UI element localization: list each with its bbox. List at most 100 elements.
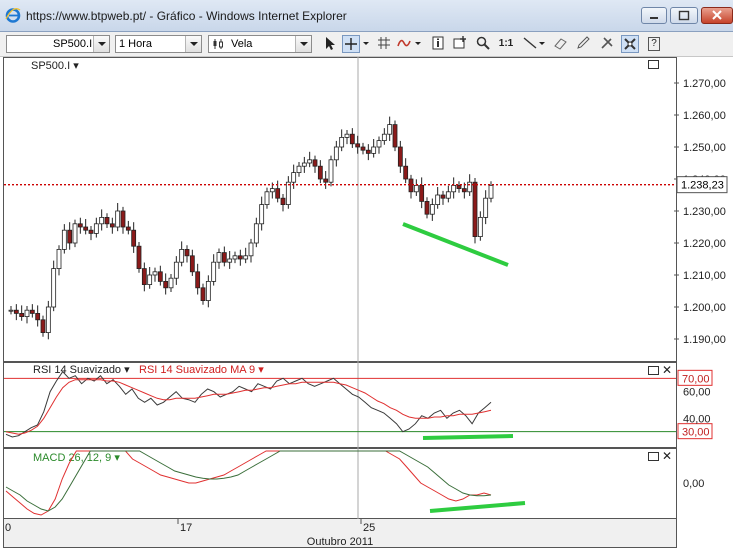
candle (360, 146, 366, 151)
candle (451, 184, 457, 193)
trendline-menu-button[interactable] (537, 35, 547, 53)
chart-toolbar: SP500.I 1 Hora Vela 1:1 (0, 32, 733, 57)
chevron-down-icon[interactable] (295, 36, 311, 52)
trendline-icon (523, 37, 537, 49)
candle (317, 165, 323, 180)
candle (280, 197, 286, 205)
cursor-button[interactable] (320, 35, 338, 53)
candle (307, 159, 313, 164)
info-button[interactable] (429, 35, 447, 53)
chevron-down-icon[interactable] (93, 36, 109, 52)
candle (109, 223, 115, 228)
candle (40, 319, 46, 333)
candle (200, 287, 206, 302)
cursor-icon (326, 37, 335, 50)
x-axis-month-label: Outubro 2011 (307, 536, 373, 548)
indicator-button[interactable] (396, 35, 414, 53)
y-axis-tick-label: 1.190,00 (683, 334, 726, 346)
maximize-button[interactable] (670, 7, 698, 24)
candle (424, 200, 430, 215)
candle (141, 268, 147, 286)
grid-button[interactable] (375, 35, 393, 53)
crosshair-button[interactable] (342, 35, 360, 53)
zoom-reset-button[interactable]: 1:1 (498, 38, 514, 49)
candle (483, 197, 489, 218)
zoom-button[interactable] (474, 35, 492, 53)
panel-maximize-icon (648, 452, 659, 461)
candle (456, 184, 462, 189)
candle (61, 229, 67, 250)
candle (333, 146, 339, 161)
candle (13, 309, 19, 314)
candle (211, 261, 217, 282)
candle (323, 178, 329, 183)
candle (349, 133, 355, 145)
rsi-level-70-label-box (677, 369, 713, 386)
dropdown-arrow-icon (415, 42, 421, 45)
candle (173, 261, 179, 279)
candle (179, 248, 185, 263)
candle (429, 204, 435, 215)
grid-icon (378, 37, 390, 49)
indicator-icon (397, 39, 411, 47)
chart-type-select[interactable]: Vela (208, 35, 312, 53)
indicator-menu-button[interactable] (413, 35, 423, 53)
rsi-level-30-label: 30,00 (682, 427, 710, 439)
window-title: https://www.btpweb.pt/ - Gráfico - Windo… (26, 9, 347, 23)
symbol-select[interactable]: SP500.I (6, 35, 110, 53)
settings-button[interactable] (621, 35, 639, 53)
candle (243, 255, 249, 260)
candle (163, 280, 169, 289)
eraser-button[interactable] (551, 35, 569, 53)
y-axis-tick-label: 1.270,00 (683, 78, 726, 90)
candle (339, 137, 345, 148)
candle (45, 306, 51, 334)
candle (328, 159, 334, 183)
trendline-button[interactable] (521, 35, 539, 53)
crosshair-menu-button[interactable] (361, 35, 371, 53)
candle (125, 226, 131, 231)
candle (365, 149, 371, 154)
y-axis-tick-label: 1.210,00 (683, 270, 726, 282)
rsi-trendline (422, 434, 514, 440)
pencil-button[interactable] (574, 35, 592, 53)
tools-button[interactable] (598, 35, 616, 53)
interval-select[interactable]: 1 Hora (115, 35, 202, 53)
x-axis-tick-label: 25 (363, 522, 375, 534)
candle (8, 309, 14, 312)
price-panel-title: SP500.I ▾ (31, 60, 79, 72)
candle (371, 146, 377, 154)
panel-maximize-icon (648, 60, 659, 69)
candle (253, 223, 259, 244)
candle-icon (213, 39, 223, 49)
candle (72, 223, 78, 244)
candle (19, 312, 25, 317)
candle (221, 252, 227, 263)
candle (248, 242, 254, 257)
tools-icon (601, 37, 613, 49)
add-panel-button[interactable] (451, 35, 469, 53)
help-button[interactable]: ? (645, 35, 663, 53)
panel-maximize-icon (648, 366, 659, 375)
candle (147, 274, 153, 286)
candle (56, 248, 62, 269)
rsi-title: RSI 14 Suavizado ▾ (33, 364, 130, 376)
minimize-button[interactable] (641, 7, 667, 24)
y-axis-tick-label: 1.260,00 (683, 110, 726, 122)
candle (232, 255, 238, 260)
chevron-down-icon[interactable] (185, 36, 201, 52)
candle (403, 165, 409, 180)
settings-icon (624, 38, 636, 50)
macd-tick-label: 0,00 (683, 478, 704, 490)
candle (195, 271, 201, 289)
maximize-icon (678, 10, 690, 21)
candle (269, 188, 275, 193)
candle (29, 309, 35, 314)
symbol-value: SP500.I (53, 38, 93, 50)
chart-area[interactable]: 1.270,001.260,001.250,001.240,001.230,00… (3, 57, 733, 548)
candle (99, 216, 105, 225)
macd-signal-line (5, 450, 492, 512)
candle (376, 140, 382, 148)
close-button[interactable] (701, 7, 733, 24)
candle (285, 181, 291, 205)
